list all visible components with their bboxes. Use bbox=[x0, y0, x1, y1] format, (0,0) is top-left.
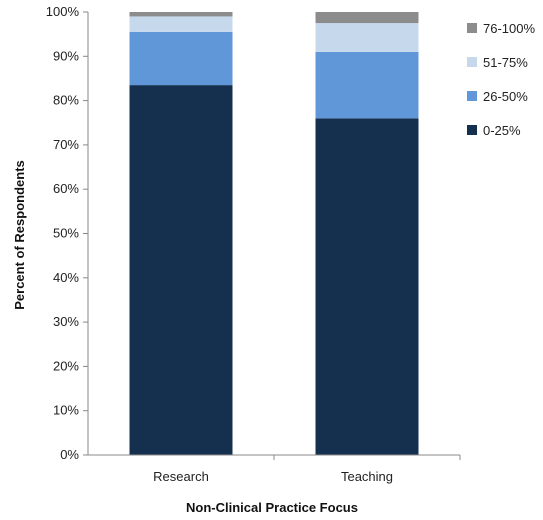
legend-swatch bbox=[467, 91, 477, 101]
bars-layer bbox=[129, 12, 419, 455]
y-tick-label: 70% bbox=[53, 137, 79, 152]
x-tick-label: Research bbox=[153, 469, 209, 484]
legend-swatch bbox=[467, 23, 477, 33]
x-axis-title: Non-Clinical Practice Focus bbox=[186, 500, 358, 515]
y-tick-label: 30% bbox=[53, 314, 79, 329]
x-tick-label: Teaching bbox=[341, 469, 393, 484]
y-tick-label: 0% bbox=[60, 447, 79, 462]
y-tick-label: 90% bbox=[53, 48, 79, 63]
bar-segment-research-51-75pct bbox=[129, 16, 233, 32]
bar-segment-teaching-26-50pct bbox=[315, 51, 419, 119]
bar-segment-teaching-76-100pct bbox=[315, 12, 419, 24]
bar-segment-teaching-51-75pct bbox=[315, 23, 419, 52]
bar-segment-research-76-100pct bbox=[129, 12, 233, 17]
y-tick-labels: 0% 10% 20% 30% 40% 50% 60% 70% 80% 90% 100% bbox=[46, 4, 80, 462]
legend-swatch bbox=[467, 57, 477, 67]
bar-segment-research-26-50pct bbox=[129, 31, 233, 86]
bar-segment-teaching-0-25pct bbox=[315, 118, 419, 455]
legend-label: 51-75% bbox=[483, 55, 528, 70]
x-tick-labels: Research Teaching bbox=[153, 469, 393, 484]
y-tick-label: 40% bbox=[53, 270, 79, 285]
y-tick-label: 60% bbox=[53, 181, 79, 196]
y-axis-title: Percent of Respondents bbox=[12, 160, 27, 310]
legend-label: 26-50% bbox=[483, 89, 528, 104]
axes-layer bbox=[83, 11, 461, 460]
y-tick-label: 10% bbox=[53, 403, 79, 418]
legend-swatch bbox=[467, 125, 477, 135]
y-tick-label: 100% bbox=[46, 4, 80, 19]
y-tick-label: 50% bbox=[53, 226, 79, 241]
legend-label: 76-100% bbox=[483, 21, 535, 36]
legend: 76-100% 51-75% 26-50% 0-25% bbox=[467, 21, 535, 138]
legend-label: 0-25% bbox=[483, 123, 521, 138]
bar-segment-research-0-25pct bbox=[129, 85, 233, 455]
y-tick-label: 20% bbox=[53, 358, 79, 373]
y-tick-label: 80% bbox=[53, 93, 79, 108]
